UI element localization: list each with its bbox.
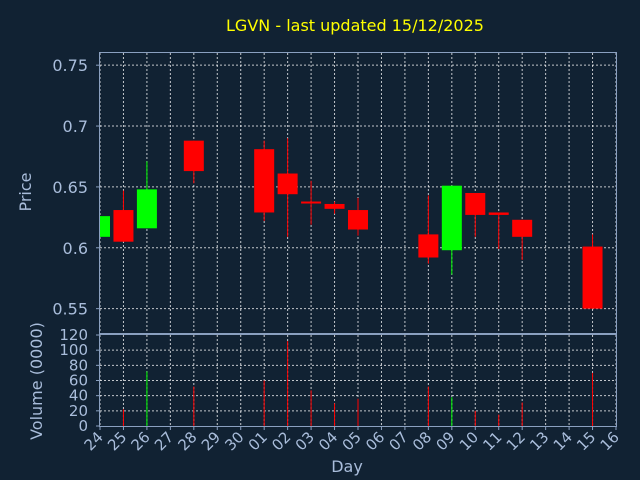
- price-axis-ticks: 0.55 0.6 0.65 0.7 0.75: [52, 56, 100, 319]
- price-panel-frame: [99, 52, 617, 334]
- price-gridlines: [99, 53, 617, 333]
- x-tick-label: 25: [104, 428, 130, 454]
- x-tick-label: 04: [315, 428, 341, 454]
- candle-body: [512, 219, 533, 237]
- volume-tick-label: 120: [59, 326, 88, 344]
- x-tick-label: 11: [479, 428, 505, 454]
- x-tick-label: 08: [409, 428, 435, 454]
- volume-tick-label: 80: [69, 356, 88, 374]
- candle-body: [301, 201, 322, 204]
- x-axis-title: Day: [331, 457, 363, 476]
- price-tick-label: 0.65: [52, 178, 88, 197]
- candle-body: [348, 210, 368, 230]
- candle-body: [100, 216, 110, 237]
- candle-body: [183, 140, 204, 172]
- x-tick-label: 15: [573, 428, 599, 454]
- x-tick-label: 13: [526, 428, 552, 454]
- x-tick-label: 14: [550, 428, 576, 454]
- candle-body: [254, 149, 275, 213]
- price-axis-title: Price: [16, 172, 35, 211]
- volume-tick-label: 20: [69, 402, 88, 420]
- candle-body: [277, 173, 298, 195]
- volume-tick-label: 60: [69, 372, 88, 390]
- x-tick-label: 03: [292, 428, 318, 454]
- candle-body: [465, 193, 486, 215]
- x-tick-label: 27: [151, 428, 177, 454]
- volume-tick-label: 40: [69, 387, 88, 405]
- x-tick-label: 01: [245, 428, 271, 454]
- x-tick-label: 28: [174, 428, 200, 454]
- volume-bars: [122, 341, 594, 426]
- candle-body: [324, 203, 345, 209]
- candle-body: [113, 210, 134, 242]
- candle-body: [136, 189, 157, 229]
- x-tick-label: 12: [503, 428, 529, 454]
- price-tick-label: 0.6: [63, 239, 88, 258]
- price-tick-label: 0.55: [52, 300, 88, 319]
- candle-body: [441, 185, 462, 251]
- price-tick-label: 0.75: [52, 56, 88, 75]
- volume-tick-label: 100: [59, 341, 88, 359]
- x-tick-label: 10: [456, 428, 482, 454]
- x-tick-label: 26: [128, 428, 154, 454]
- price-candles: [99, 138, 603, 309]
- candle-body: [418, 234, 439, 258]
- candle-body: [488, 212, 509, 215]
- x-tick-label: 16: [597, 428, 623, 454]
- volume-tick-label: 0: [78, 417, 88, 435]
- x-tick-label: 02: [268, 428, 294, 454]
- x-tick-label: 07: [386, 428, 412, 454]
- volume-axis-title: Volume (0000): [27, 322, 46, 440]
- x-tick-label: 30: [221, 428, 247, 454]
- x-tick-label: 09: [432, 428, 458, 454]
- x-tick-label: 29: [198, 428, 224, 454]
- chart-title: LGVN - last updated 15/12/2025: [226, 16, 484, 35]
- candle-body: [582, 246, 603, 309]
- price-tick-label: 0.7: [63, 117, 88, 136]
- x-tick-label: 05: [339, 428, 365, 454]
- x-axis-ticks: 2425262728293001020304050607080910111213…: [81, 426, 623, 454]
- x-tick-label: 06: [362, 428, 388, 454]
